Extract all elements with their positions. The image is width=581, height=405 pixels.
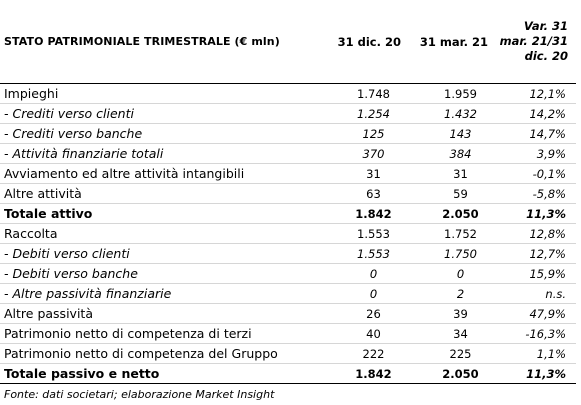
value-variation: -0,1% xyxy=(496,163,576,184)
value-dec-20: 1.553 xyxy=(322,243,409,264)
value-dec-20: 370 xyxy=(322,143,409,164)
row-label: Totale passivo e netto xyxy=(0,363,322,384)
value-variation: 12,1% xyxy=(496,83,576,104)
table-row: - Crediti verso banche 125 143 14,7% xyxy=(0,123,576,144)
table-title: STATO PATRIMONIALE TRIMESTRALE (€ mln) xyxy=(0,0,322,84)
value-variation: 11,3% xyxy=(496,203,576,224)
value-variation: 12,7% xyxy=(496,243,576,264)
value-dec-20: 31 xyxy=(322,163,409,184)
value-mar-21: 225 xyxy=(409,343,496,364)
value-dec-20: 1.842 xyxy=(322,203,409,224)
value-dec-20: 1.254 xyxy=(322,103,409,124)
value-mar-21: 0 xyxy=(409,263,496,284)
row-label: - Debiti verso banche xyxy=(0,263,322,284)
value-dec-20: 0 xyxy=(322,263,409,284)
table-header-row: STATO PATRIMONIALE TRIMESTRALE (€ mln) 3… xyxy=(0,0,576,84)
row-label: - Crediti verso clienti xyxy=(0,103,322,124)
value-dec-20: 222 xyxy=(322,343,409,364)
value-dec-20: 0 xyxy=(322,283,409,304)
table-row: - Attività finanziarie totali 370 384 3,9% xyxy=(0,143,576,164)
value-mar-21: 384 xyxy=(409,143,496,164)
variation-header-line: Var. 31 xyxy=(523,19,568,33)
row-label: - Debiti verso clienti xyxy=(0,243,322,264)
value-variation: -5,8% xyxy=(496,183,576,204)
value-dec-20: 26 xyxy=(322,303,409,324)
value-mar-21: 2 xyxy=(409,283,496,304)
table-row: - Debiti verso clienti 1.553 1.750 12,7% xyxy=(0,243,576,264)
table-row: Patrimonio netto di competenza del Grupp… xyxy=(0,343,576,364)
value-mar-21: 34 xyxy=(409,323,496,344)
row-label: - Altre passività finanziarie xyxy=(0,283,322,304)
value-variation: 15,9% xyxy=(496,263,576,284)
value-mar-21: 2.050 xyxy=(409,203,496,224)
table-row: - Debiti verso banche 0 0 15,9% xyxy=(0,263,576,284)
variation-header-line: dic. 20 xyxy=(524,49,568,63)
value-mar-21: 1.752 xyxy=(409,223,496,244)
table-row: Patrimonio netto di competenza di terzi 4… xyxy=(0,323,576,344)
value-variation: 14,2% xyxy=(496,103,576,124)
value-variation: 12,8% xyxy=(496,223,576,244)
table-body: Impieghi 1.748 1.959 12,1% - Crediti verso c… xyxy=(0,83,576,384)
row-label: - Crediti verso banche xyxy=(0,123,322,144)
value-dec-20: 63 xyxy=(322,183,409,204)
row-label: - Attività finanziarie totali xyxy=(0,143,322,164)
row-label: Raccolta xyxy=(0,223,322,244)
value-mar-21: 39 xyxy=(409,303,496,324)
row-label: Altre attività xyxy=(0,183,322,204)
value-mar-21: 31 xyxy=(409,163,496,184)
value-dec-20: 1.842 xyxy=(322,363,409,384)
value-mar-21: 143 xyxy=(409,123,496,144)
variation-header-line: mar. 21/31 xyxy=(499,34,568,48)
value-mar-21: 1.959 xyxy=(409,83,496,104)
row-label: Patrimonio netto di competenza di terzi xyxy=(0,323,322,344)
row-label: Avviamento ed altre attività intangibili xyxy=(0,163,322,184)
table-row: Altre attività 63 59 -5,8% xyxy=(0,183,576,204)
value-mar-21: 1.432 xyxy=(409,103,496,124)
table-row: Totale attivo 1.842 2.050 11,3% xyxy=(0,203,576,224)
row-label: Altre passività xyxy=(0,303,322,324)
value-variation: n.s. xyxy=(496,283,576,304)
row-label: Patrimonio netto di competenza del Grupp… xyxy=(0,343,322,364)
table-row: Avviamento ed altre attività intangibili… xyxy=(0,163,576,184)
source-note: Fonte: dati societari; elaborazione Mark… xyxy=(4,388,275,401)
row-label: Totale attivo xyxy=(0,203,322,224)
balance-sheet-table: STATO PATRIMONIALE TRIMESTRALE (€ mln) 3… xyxy=(0,0,576,384)
value-mar-21: 1.750 xyxy=(409,243,496,264)
table-row: - Altre passività finanziarie 0 2 n.s. xyxy=(0,283,576,304)
value-mar-21: 59 xyxy=(409,183,496,204)
value-dec-20: 1.553 xyxy=(322,223,409,244)
value-dec-20: 40 xyxy=(322,323,409,344)
value-variation: 3,9% xyxy=(496,143,576,164)
value-variation: 14,7% xyxy=(496,123,576,144)
value-variation: 1,1% xyxy=(496,343,576,364)
row-label: Impieghi xyxy=(0,83,322,104)
table-row: - Crediti verso clienti 1.254 1.432 14,2% xyxy=(0,103,576,124)
value-dec-20: 1.748 xyxy=(322,83,409,104)
column-header-mar-21: 31 mar. 21 xyxy=(409,0,496,84)
value-mar-21: 2.050 xyxy=(409,363,496,384)
table-row: Raccolta 1.553 1.752 12,8% xyxy=(0,223,576,244)
value-variation: 47,9% xyxy=(496,303,576,324)
column-header-variation: Var. 31 mar. 21/31 dic. 20 xyxy=(496,0,576,84)
value-variation: -16,3% xyxy=(496,323,576,344)
value-dec-20: 125 xyxy=(322,123,409,144)
value-variation: 11,3% xyxy=(496,363,576,384)
table-row: Impieghi 1.748 1.959 12,1% xyxy=(0,83,576,104)
column-header-dec-20: 31 dic. 20 xyxy=(322,0,409,84)
table-row: Totale passivo e netto 1.842 2.050 11,3% xyxy=(0,363,576,384)
table-row: Altre passività 26 39 47,9% xyxy=(0,303,576,324)
